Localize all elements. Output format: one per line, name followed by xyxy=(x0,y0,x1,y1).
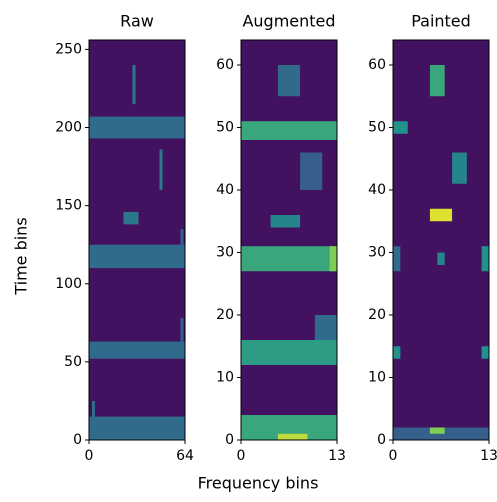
x-tick-label: 13 xyxy=(328,448,346,464)
heatmap-cell xyxy=(429,208,453,222)
y-tick-label: 0 xyxy=(377,432,386,448)
panel-title: Augmented xyxy=(242,12,335,31)
heatmap-background xyxy=(89,40,185,440)
heatmap-cell xyxy=(159,149,163,190)
heatmap-cell xyxy=(89,341,185,359)
y-tick-label: 60 xyxy=(368,57,386,73)
panel-frame xyxy=(392,39,490,441)
panel-title: Raw xyxy=(120,12,154,31)
heatmap-cell xyxy=(89,244,185,269)
heatmap-cell xyxy=(241,340,337,365)
heatmap-cell xyxy=(393,246,401,272)
y-tick-label: 100 xyxy=(55,276,82,292)
heatmap-cell xyxy=(89,416,185,440)
heatmap-cell xyxy=(277,433,308,440)
y-tick-label: 20 xyxy=(368,307,386,323)
x-axis-label: Frequency bins xyxy=(198,474,319,493)
heatmap-cell xyxy=(92,400,95,417)
heatmap-cell xyxy=(452,152,467,184)
y-tick-label: 250 xyxy=(55,41,82,57)
x-tick-label: 13 xyxy=(480,448,497,464)
x-tick-label: 0 xyxy=(389,448,398,464)
heatmap-cell xyxy=(481,346,489,359)
heatmap-cell xyxy=(241,246,337,272)
y-tick-label: 40 xyxy=(368,182,386,198)
y-tick-label: 10 xyxy=(368,370,386,386)
heatmap-cell xyxy=(277,65,301,97)
heatmap-background xyxy=(241,40,337,440)
heatmap-cell xyxy=(481,246,489,272)
heatmap-cell xyxy=(180,318,184,342)
heatmap-cell xyxy=(314,315,337,340)
x-tick-label: 64 xyxy=(176,448,194,464)
x-tick-label: 0 xyxy=(237,448,246,464)
y-tick-label: 20 xyxy=(216,307,234,323)
heatmap-cell xyxy=(123,211,139,225)
heatmap-cell xyxy=(437,252,445,265)
y-tick-label: 30 xyxy=(216,245,234,261)
heatmap-cell xyxy=(429,427,445,434)
y-tick-label: 200 xyxy=(55,120,82,136)
heatmap-cell xyxy=(241,121,337,140)
y-tick-label: 150 xyxy=(55,198,82,214)
y-tick-label: 10 xyxy=(216,370,234,386)
heatmap-cell xyxy=(393,346,401,359)
x-tick-label: 0 xyxy=(85,448,94,464)
heatmap-cell xyxy=(270,215,301,228)
heatmap-cell xyxy=(393,121,408,134)
panel-title: Painted xyxy=(411,12,471,31)
heatmap-background xyxy=(393,40,489,440)
y-tick-label: 0 xyxy=(225,432,234,448)
heatmap-cell xyxy=(132,65,136,105)
panel-frame xyxy=(88,39,186,441)
y-tick-label: 50 xyxy=(64,354,82,370)
heatmap-cell xyxy=(329,246,337,272)
y-tick-label: 30 xyxy=(368,245,386,261)
heatmap-cell xyxy=(89,116,185,139)
y-tick-label: 0 xyxy=(73,432,82,448)
heatmap-cell xyxy=(429,65,445,97)
y-tick-label: 40 xyxy=(216,182,234,198)
heatmap-cell xyxy=(180,229,184,245)
panel-frame xyxy=(240,39,338,441)
y-axis-label: Time bins xyxy=(12,217,31,295)
y-tick-label: 50 xyxy=(368,120,386,136)
y-tick-label: 60 xyxy=(216,57,234,73)
y-tick-label: 50 xyxy=(216,120,234,136)
heatmap-cell xyxy=(300,152,323,190)
